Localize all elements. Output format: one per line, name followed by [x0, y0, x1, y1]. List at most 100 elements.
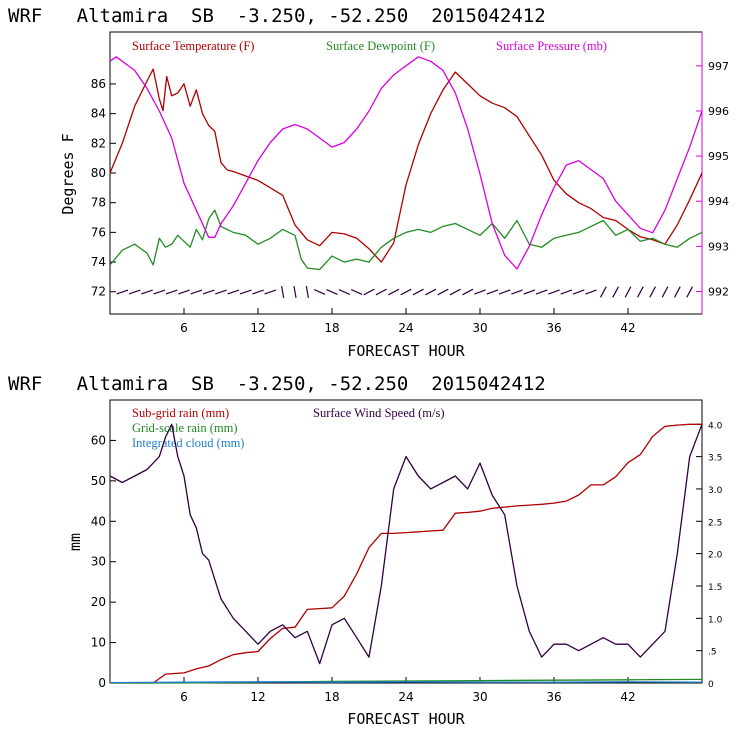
legend-integrated-cloud: Integrated cloud (mm) — [132, 436, 244, 450]
bottom-x-axis-ticks: 6 12 18 24 30 36 42 — [180, 677, 636, 704]
wind-barb-3 — [141, 289, 153, 295]
wind-barb-35 — [535, 289, 548, 295]
y-tick-label-10: 10 — [91, 636, 106, 650]
wind-barb-31 — [486, 289, 499, 295]
y2-tick-label-2: 2.0 — [708, 551, 723, 561]
x-tick-label-12: 12 — [250, 321, 265, 335]
y2-tick-label-1: 1.0 — [708, 615, 723, 625]
y2-tick-label-995: 995 — [708, 150, 729, 163]
wind-barb-22 — [375, 288, 387, 296]
wind-barb-39 — [585, 289, 597, 295]
legend-subgrid-rain: Sub-grid rain (mm) — [132, 406, 229, 420]
wind-barb-41 — [612, 286, 620, 298]
y-tick-label-50: 50 — [91, 474, 106, 488]
precipitation-wind-panel: WRF Altamira SB -3.250, -52.250 20150424… — [8, 373, 723, 728]
x-tick-label-42: 42 — [620, 690, 635, 704]
wind-barb-2 — [128, 289, 141, 295]
wind-barbs — [116, 285, 694, 299]
grid-scale-rain-mm-line — [110, 678, 703, 684]
x-tick-label-12: 12 — [250, 690, 265, 704]
wind-barb-20 — [350, 289, 363, 295]
y-tick-label-74: 74 — [91, 255, 106, 269]
y-tick-label-0: 0 — [98, 676, 106, 690]
legend-surface-pressure: Surface Pressure (mb) — [496, 39, 607, 53]
surface-temperature-f-line — [109, 68, 703, 263]
wind-barb-30 — [474, 289, 486, 295]
legend-surface-temperature: Surface Temperature (F) — [132, 39, 254, 53]
y2-tick-label-2.5: 2.5 — [708, 518, 722, 528]
x-tick-label-36: 36 — [546, 690, 561, 704]
wind-barb-34 — [523, 289, 536, 295]
y-tick-label-76: 76 — [91, 225, 106, 239]
x-tick-label-18: 18 — [324, 321, 339, 335]
temperature-pressure-panel: WRF Altamira SB -3.250, -52.250 20150424… — [8, 5, 729, 360]
bottom-chart-title: WRF Altamira SB -3.250, -52.250 20150424… — [8, 373, 546, 395]
wind-barb-36 — [548, 289, 560, 295]
wind-barb-8 — [202, 289, 215, 295]
y2-tick-label-997: 997 — [708, 60, 729, 73]
y2-tick-label-996: 996 — [708, 105, 729, 118]
bottom-series-lines — [109, 423, 703, 684]
y-tick-label-84: 84 — [91, 107, 106, 121]
top-chart-title: WRF Altamira SB -3.250, -52.250 20150424… — [8, 5, 546, 27]
wind-barb-11 — [239, 289, 252, 295]
bottom-y-axis-label: mm — [66, 533, 84, 551]
top-plot-frame — [109, 31, 703, 315]
wind-barb-6 — [178, 289, 190, 295]
wind-barb-18 — [326, 289, 338, 295]
wind-barb-5 — [165, 289, 178, 295]
wind-barb-43 — [636, 286, 644, 298]
wind-barb-13 — [264, 289, 277, 295]
wind-barb-16 — [305, 285, 309, 299]
bottom-right-axis-ticks: 0 .5 1.0 1.5 2.0 2.5 3.0 3.5 4.0 — [696, 421, 723, 690]
top-left-axis-ticks: 72 74 76 78 80 82 84 86 — [91, 77, 116, 299]
wind-barb-10 — [227, 289, 240, 295]
x-tick-label-42: 42 — [620, 321, 635, 335]
wind-barb-23 — [388, 288, 400, 296]
x-tick-label-6: 6 — [180, 321, 188, 335]
wind-barb-37 — [560, 289, 573, 295]
wind-barb-46 — [673, 286, 681, 298]
y-tick-label-82: 82 — [91, 136, 106, 150]
top-x-axis-ticks: 6 12 18 24 30 36 42 — [180, 308, 636, 335]
top-y-axis-label: Degrees F — [59, 133, 77, 214]
wind-barb-40 — [599, 286, 607, 298]
wind-barb-47 — [686, 286, 694, 298]
y-tick-label-60: 60 — [91, 433, 106, 447]
top-series-lines — [109, 56, 703, 271]
wind-barb-26 — [425, 288, 437, 296]
top-x-axis-label: FORECAST HOUR — [347, 342, 465, 360]
wind-barb-24 — [400, 288, 412, 296]
legend-surface-dewpoint: Surface Dewpoint (F) — [326, 39, 435, 53]
integrated-cloud-mm-line — [109, 681, 703, 684]
y2-tick-label-993: 993 — [708, 240, 729, 253]
y2-tick-label-992: 992 — [708, 285, 729, 298]
wind-barb-29 — [462, 288, 474, 296]
y-tick-label-72: 72 — [91, 285, 106, 299]
wind-barb-42 — [624, 286, 632, 298]
bottom-left-axis-ticks: 0 10 20 30 40 50 60 — [91, 433, 116, 690]
top-right-axis-ticks: 992 993 994 995 996 997 — [696, 60, 729, 298]
x-tick-label-24: 24 — [398, 690, 413, 704]
surface-dewpoint-f-line — [109, 209, 703, 271]
legend-gridscale-rain: Grid-scale rain (mm) — [132, 421, 238, 435]
wind-barb-33 — [511, 289, 523, 295]
wind-barb-28 — [449, 288, 461, 296]
y2-tick-label-4: 4.0 — [708, 421, 723, 431]
wind-barb-32 — [498, 289, 511, 295]
y-tick-label-86: 86 — [91, 77, 106, 91]
y-tick-label-30: 30 — [91, 555, 106, 569]
y2-tick-label-3: 3.0 — [708, 486, 723, 496]
y2-tick-label-994: 994 — [708, 195, 729, 208]
wind-barb-17 — [313, 289, 326, 295]
y2-tick-label-1.5: 1.5 — [708, 583, 722, 593]
wind-barb-21 — [363, 288, 375, 296]
wind-barb-12 — [252, 289, 264, 295]
wind-barb-15 — [293, 285, 297, 299]
wind-barb-25 — [412, 288, 424, 296]
surface-pressure-mb-line — [109, 56, 703, 270]
wind-barb-1 — [116, 289, 129, 295]
y2-tick-label-3.5: 3.5 — [708, 454, 722, 464]
wind-barb-4 — [153, 289, 166, 295]
